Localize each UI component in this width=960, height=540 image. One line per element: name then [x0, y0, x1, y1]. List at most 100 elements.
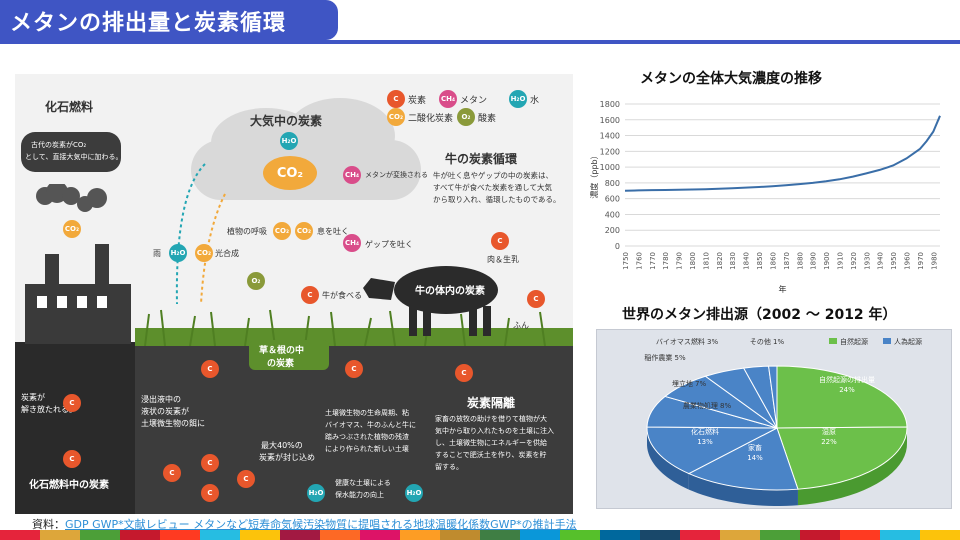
- pie-value-label: 13%: [697, 438, 713, 446]
- carbon-node-fossil-release: C: [63, 394, 81, 412]
- locked-line-2: 炭素が封じ込め: [259, 453, 315, 462]
- stripe-segment: [120, 530, 160, 540]
- co2-node-exhale: CO₂: [295, 222, 313, 240]
- methane-converted-label: メタンが変換される: [365, 171, 428, 179]
- pie-label: 自然起源の排出量: [819, 375, 875, 384]
- x-tick-label: 1980: [930, 252, 938, 270]
- y-tick-label: 400: [605, 210, 620, 219]
- stripe-segment: [40, 530, 80, 540]
- x-tick-label: 1890: [810, 252, 818, 270]
- source-link[interactable]: GDP GWP*文献レビュー メタンなど短寿命気候汚染物質に提唱される地球温暖化…: [65, 518, 577, 531]
- x-tick-label: 1810: [702, 252, 710, 270]
- x-tick-label: 1950: [890, 252, 898, 270]
- pie-label: 農業物処理 8%: [683, 401, 732, 410]
- fossil-bubble-line-2: として、直接大気中に加わる。: [25, 153, 123, 161]
- microbe-line-4: により作られた新しい土壌: [325, 445, 409, 453]
- stripe-segment: [160, 530, 200, 540]
- sequestration-title: 炭素隔離: [467, 396, 516, 410]
- x-tick-label: 1920: [850, 252, 858, 270]
- pie-label: 稲作農業 5%: [644, 353, 686, 362]
- cow-body-label: 牛の体内の炭素: [415, 286, 485, 297]
- legend-carbon: 炭素: [408, 96, 427, 106]
- x-tick-label: 1820: [716, 252, 724, 270]
- exudate-line-1: 浸出液中の: [141, 395, 181, 404]
- seq-text-4: することで肥沃土を作り、炭素を貯: [435, 451, 547, 459]
- y-tick-label: 200: [605, 226, 620, 235]
- exhale-label: 息を吐く: [317, 227, 349, 236]
- stripe-segment: [360, 530, 400, 540]
- methane-convert-node: CH₄: [343, 166, 361, 184]
- h2o-node-cloud: H₂O: [280, 132, 298, 150]
- fossil-title: 化石燃料: [45, 100, 94, 114]
- h2o-node-soil-2: H₂O: [405, 484, 423, 502]
- legend-co2-icon: CO₂: [387, 108, 405, 126]
- stripe-segment: [880, 530, 920, 540]
- cow-cycle-text-2: すべて牛が食べた炭素を通して大気: [433, 183, 552, 192]
- healthy-line-2: 保水能力の向上: [335, 491, 384, 499]
- stripe-segment: [480, 530, 520, 540]
- x-tick-label: 1870: [783, 252, 791, 270]
- pie-value-label: 24%: [839, 386, 855, 394]
- carbon-cycle-diagram: 化石燃料 古代の炭素がCO₂ として、直接大気中に加わる。 CO₂ 炭素が 解き…: [15, 74, 573, 514]
- x-tick-label: 1850: [756, 252, 764, 270]
- y-tick-label: 800: [605, 179, 620, 188]
- pie-label: その他 1%: [750, 337, 785, 346]
- co2-node-photosynthesis: CO₂: [195, 244, 213, 262]
- x-axis-label: 年: [779, 284, 787, 294]
- x-tick-label: 1860: [769, 252, 777, 270]
- photosynthesis-label: 光合成: [215, 249, 239, 258]
- x-tick-label: 1840: [743, 252, 751, 270]
- fossil-ground-label: 化石燃料中の炭素: [29, 480, 109, 491]
- stripe-segment: [440, 530, 480, 540]
- carbon-node-soil-5: C: [163, 464, 181, 482]
- microbe-line-1: 土壌微生物の生命周期、粘: [325, 409, 409, 417]
- x-tick-label: 1770: [649, 252, 657, 270]
- carbon-node-soil-2: C: [345, 360, 363, 378]
- meat-milk-label: 肉＆生乳: [487, 255, 519, 264]
- legend-oxygen: 酸素: [478, 114, 497, 124]
- stripe-segment: [920, 530, 960, 540]
- factory-illustration: [25, 184, 131, 344]
- pie-label: 埋立地 7%: [672, 379, 707, 388]
- carbon-node-soil-6: C: [201, 484, 219, 502]
- x-tick-label: 1760: [635, 252, 643, 270]
- carbon-node-soil-3: C: [455, 364, 473, 382]
- legend-methane-icon: CH₄: [439, 90, 457, 108]
- stripe-segment: [280, 530, 320, 540]
- stripe-segment: [560, 530, 600, 540]
- co2-node-respiration: CO₂: [273, 222, 291, 240]
- o2-node: O₂: [247, 272, 265, 290]
- healthy-line-1: 健康な土壌による: [335, 479, 391, 487]
- x-tick-label: 1750: [622, 252, 630, 270]
- x-tick-label: 1960: [903, 252, 911, 270]
- plant-respiration-label: 植物の呼吸: [227, 227, 267, 236]
- x-tick-label: 1780: [662, 252, 670, 270]
- fossil-release-line-1: 炭素が: [21, 393, 45, 402]
- grass-roots-line-2: の炭素: [267, 359, 295, 369]
- fossil-speech-bubble: [21, 132, 121, 172]
- pie-slice: [776, 365, 908, 429]
- y-axis-label: 濃度（ppb）: [589, 151, 599, 198]
- ch4-node-burp: CH₄: [343, 234, 361, 252]
- source-note: 資料：GDP GWP*文献レビュー メタンなど短寿命気候汚染物質に提唱される地球…: [32, 516, 577, 532]
- carbon-node-cow-eats: C: [301, 286, 319, 304]
- x-tick-label: 1880: [796, 252, 804, 270]
- legend-swatch-natural: [829, 338, 837, 344]
- legend-co2: 二酸化炭素: [408, 114, 454, 124]
- carbon-node-soil-1: C: [201, 360, 219, 378]
- slide-title: メタンの排出量と炭素循環: [10, 11, 287, 36]
- stripe-segment: [240, 530, 280, 540]
- y-tick-label: 1400: [600, 132, 620, 141]
- seq-text-1: 家畜の放牧の助けを借りて植物が大: [435, 415, 547, 423]
- h2o-node-rain: H₂O: [169, 244, 187, 262]
- rain-label: 雨: [153, 249, 161, 258]
- y-tick-label: 1000: [600, 163, 620, 172]
- stripe-segment: [520, 530, 560, 540]
- x-tick-label: 1900: [823, 252, 831, 270]
- legend-anthropogenic: 人為起源: [894, 337, 922, 346]
- y-tick-label: 1800: [600, 100, 620, 109]
- legend-natural: 自然起源: [840, 337, 868, 346]
- legend-swatch-anthropogenic: [883, 338, 891, 344]
- locked-line-1: 最大40%の: [261, 441, 303, 450]
- pie-chart-title: 世界のメタン排出源（2002 ～ 2012 年）: [622, 307, 897, 323]
